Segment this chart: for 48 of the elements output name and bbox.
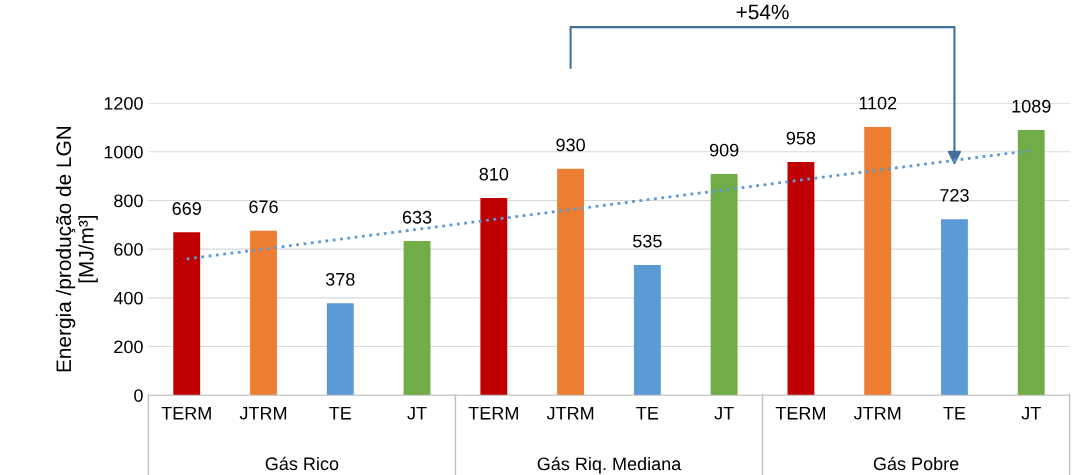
y-tick-label: 600 <box>114 243 143 256</box>
y-tick-label: 400 <box>113 291 143 305</box>
data-label: 633 <box>402 210 432 224</box>
x-tick-label: JTRM <box>546 406 594 420</box>
x-tick-label: JTRM <box>239 406 287 420</box>
bar <box>1017 130 1045 396</box>
bar <box>326 303 354 396</box>
data-label: 676 <box>249 200 278 214</box>
bar <box>941 219 968 396</box>
data-label: 930 <box>556 138 585 152</box>
y-tick-label: 800 <box>114 194 143 208</box>
x-tick-label: TERM <box>161 406 211 420</box>
bar <box>480 198 508 396</box>
x-tick-label: TERM <box>468 406 518 420</box>
y-tick-label: 1000 <box>104 145 143 159</box>
text: +54% <box>736 4 789 20</box>
bar <box>633 264 661 396</box>
bar <box>787 161 815 396</box>
data-label: 378 <box>325 272 355 286</box>
text: Gás Riq. Mediana <box>537 456 682 474</box>
x-tick-label: TE <box>943 406 966 420</box>
x-tick-label: JT <box>1021 406 1041 420</box>
data-label: 669 <box>172 202 201 215</box>
y-tick-label: 1200 <box>104 97 143 110</box>
bar <box>403 241 431 396</box>
y-tick-label: 200 <box>114 340 143 354</box>
x-tick-label: TE <box>329 406 352 420</box>
y-tick-label: 0 <box>134 389 143 402</box>
data-label: 723 <box>940 188 969 202</box>
data-label: 1089 <box>1012 99 1051 113</box>
y-axis-title: Energia /produção de LGN [MJ/m³] <box>55 126 98 372</box>
data-label: 909 <box>709 143 739 157</box>
data-label: 958 <box>786 131 816 145</box>
data-label: 535 <box>633 234 662 248</box>
x-tick-label: TE <box>636 406 659 420</box>
x-tick-label: JT <box>714 406 734 420</box>
x-tick-label: JT <box>407 406 427 420</box>
x-tick-label: JTRM <box>853 406 901 420</box>
bar <box>173 232 201 396</box>
text: Gás Rico <box>265 456 339 471</box>
bar <box>864 126 892 396</box>
x-tick-label: TERM <box>775 406 826 420</box>
bar <box>557 168 585 396</box>
text: Gás Pobre <box>873 456 959 471</box>
data-label: 1102 <box>859 96 897 110</box>
bar <box>250 230 277 396</box>
bar <box>710 173 738 396</box>
data-label: 810 <box>479 167 509 181</box>
